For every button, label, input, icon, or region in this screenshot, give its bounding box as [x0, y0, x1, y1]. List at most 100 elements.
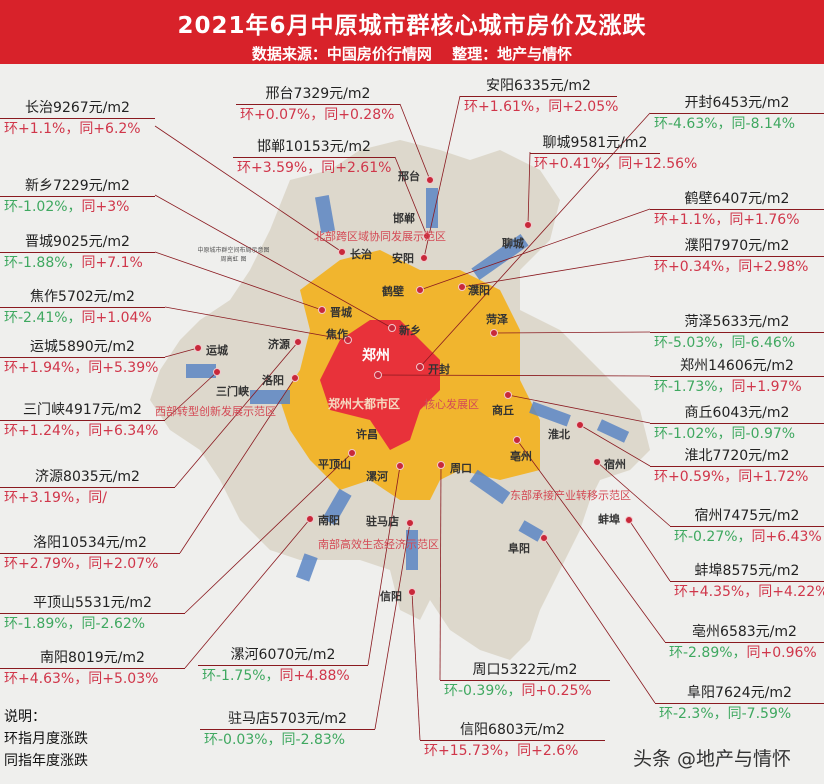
city-label-26: 蚌埠8575元/m2 环+4.35%，同+4.22%	[670, 563, 824, 601]
city-price: 三门峡4917元/m2	[23, 402, 142, 418]
city-price: 亳州6583元/m2	[692, 624, 797, 640]
map-city-11: 运城	[206, 344, 228, 357]
label-underline	[650, 209, 824, 210]
leader-line	[154, 194, 393, 329]
zone-label-0: 北部跨区域协同发展示范区	[314, 230, 446, 243]
city-dot	[458, 283, 466, 291]
city-price: 漯河6070元/m2	[230, 647, 336, 663]
city-change: 环-2.89%，同+0.96%	[669, 645, 817, 661]
month-change: 环-1.89%	[4, 616, 68, 632]
month-change: 环+1.94%	[4, 360, 75, 376]
map-caption-1: 周高虹 图	[220, 256, 247, 263]
city-change: 环+1.94%，同+5.39%	[4, 360, 159, 376]
city-price: 长治9267元/m2	[25, 100, 130, 116]
month-change: 环+3.19%	[4, 490, 75, 506]
month-change: 环-2.41%	[4, 310, 68, 326]
year-change: 同+12.56%	[618, 156, 698, 172]
label-underline	[0, 252, 155, 253]
month-change: 环-2.89%	[669, 645, 733, 661]
city-dot	[408, 588, 416, 596]
map-city-18: 淮北	[548, 428, 570, 441]
city-dot	[504, 391, 512, 399]
city-price: 驻马店5703元/m2	[228, 711, 347, 727]
city-dot	[416, 363, 424, 371]
city-change: 环-0.27%，同+6.43%	[674, 529, 822, 545]
label-underline	[0, 357, 165, 358]
map-city-15: 三门峡	[216, 385, 249, 398]
year-change: 同+2.98%	[738, 259, 809, 275]
city-label-23: 商丘6043元/m2 环-1.02%，同-0.97%	[650, 405, 824, 443]
month-change: 环+2.79%	[4, 556, 75, 572]
year-change: 同-0.97%	[731, 426, 796, 442]
label-underline	[233, 157, 395, 158]
map-city-2: 长治	[350, 248, 372, 261]
city-dot	[338, 248, 346, 256]
month-change: 环-0.03%	[204, 732, 268, 748]
city-label-1: 邢台7329元/m2 环+0.07%，同+0.28%	[236, 86, 400, 124]
city-price: 濮阳7970元/m2	[684, 238, 790, 254]
month-change: 环-2.3%	[659, 706, 714, 722]
city-label-13: 驻马店5703元/m2 环-0.03%，同-2.83%	[200, 711, 375, 749]
city-dot	[426, 176, 434, 184]
leader-line	[439, 464, 442, 681]
city-label-7: 三门峡4917元/m2 环+1.24%，同+6.34%	[0, 402, 165, 440]
year-change: 同+2.07%	[88, 556, 159, 572]
city-label-22: 郑州14606元/m2 环-1.73%，同+1.97%	[650, 358, 824, 396]
city-price: 商丘6043元/m2	[684, 405, 790, 421]
legend-mom: 环指月度涨跌	[4, 731, 88, 747]
label-underline	[0, 613, 185, 614]
map-city-26: 驻马店	[366, 515, 399, 528]
month-change: 环-1.02%	[4, 199, 68, 215]
map-city-22: 平顶山	[318, 458, 351, 471]
page-title: 2021年6月中原城市群核心城市房价及涨跌	[177, 13, 647, 39]
city-change: 环-0.39%，同+0.25%	[444, 683, 592, 699]
map-city-6: 濮阳	[468, 284, 490, 297]
city-dot	[318, 306, 326, 314]
city-price: 聊城9581元/m2	[542, 135, 648, 151]
leader-line	[516, 439, 666, 643]
city-label-5: 焦作5702元/m2 环-2.41%，同+1.04%	[0, 289, 165, 327]
city-dot	[593, 458, 601, 466]
map-city-29: 信阳	[380, 590, 402, 603]
city-price: 南阳8019元/m2	[40, 650, 145, 666]
city-price: 信阳6803元/m2	[460, 722, 565, 738]
year-change: 同/	[88, 490, 107, 506]
city-price: 平顶山5531元/m2	[33, 595, 152, 611]
leader-line	[154, 125, 343, 253]
leader-line	[174, 341, 299, 488]
city-price: 宿州7475元/m2	[694, 508, 800, 524]
label-underline	[420, 740, 605, 741]
year-change: 同+3%	[81, 199, 130, 215]
city-price: 运城5890元/m2	[30, 339, 135, 355]
city-dot	[291, 374, 299, 382]
zone-label-2: 核心发展区	[424, 398, 479, 411]
year-change: 同-6.46%	[731, 335, 796, 351]
leader-line	[377, 374, 651, 377]
city-price: 菏泽5633元/m2	[684, 314, 790, 330]
month-change: 环+0.34%	[654, 259, 725, 275]
city-label-9: 洛阳10534元/m2 环+2.79%，同+2.07%	[0, 535, 180, 573]
month-change: 环+1.61%	[464, 99, 535, 115]
label-underline	[0, 668, 185, 669]
leader-line	[543, 537, 656, 704]
city-price: 开封6453元/m2	[684, 95, 790, 111]
label-underline	[650, 113, 824, 114]
city-dots	[194, 176, 633, 596]
label-underline	[236, 104, 400, 105]
year-change: 同+2.61%	[321, 160, 392, 176]
city-dot	[540, 534, 548, 542]
city-price: 阜阳7624元/m2	[687, 685, 792, 701]
label-underline	[0, 420, 165, 421]
map-city-16: 洛阳	[262, 374, 284, 387]
label-underline	[650, 332, 824, 333]
city-label-24: 淮北7720元/m2 环+0.59%，同+1.72%	[650, 448, 824, 486]
year-change: 同+6.34%	[88, 423, 159, 439]
leader-line	[374, 522, 411, 730]
city-dot	[423, 232, 431, 240]
city-change: 环+0.59%，同+1.72%	[654, 469, 809, 485]
map-city-27: 蚌埠	[598, 513, 620, 526]
city-dot	[348, 449, 356, 457]
leader-line	[423, 95, 461, 259]
label-underline	[0, 196, 155, 197]
map-city-21: 宿州	[604, 458, 626, 471]
